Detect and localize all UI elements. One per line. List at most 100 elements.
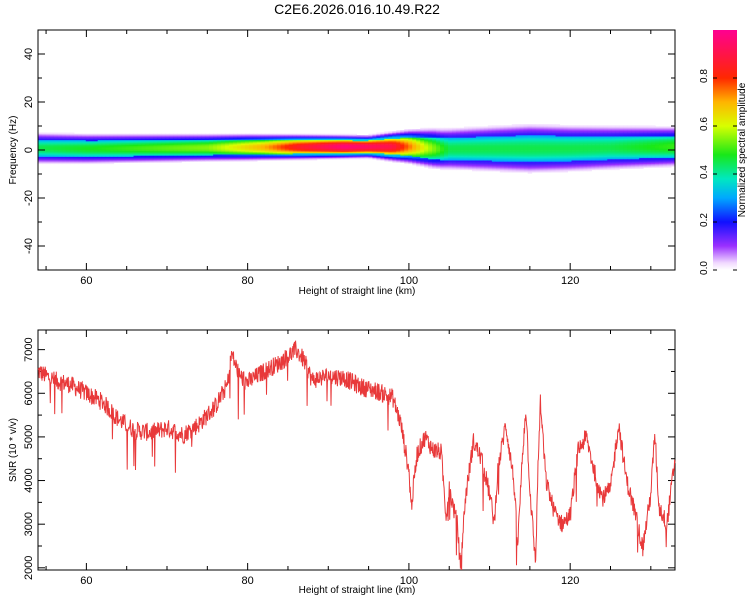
heatmap-cell [53, 138, 59, 141]
heatmap-cell [149, 144, 154, 147]
heatmap-cell [651, 147, 656, 149]
heatmap-cell [631, 139, 636, 142]
heatmap-cell [360, 138, 365, 141]
heatmap-cell [607, 138, 612, 141]
heatmap-cell [65, 147, 71, 149]
heatmap-cell [575, 155, 580, 157]
heatmap-cell [567, 142, 572, 144]
heatmap-cell [105, 143, 111, 145]
heatmap-cell [177, 142, 182, 144]
heatmap-cell [264, 145, 270, 148]
heatmap-cell [45, 132, 51, 135]
heatmap-cell [276, 150, 282, 153]
heatmap-cell [141, 145, 146, 148]
heatmap-cell [97, 135, 103, 137]
heatmap-cell [659, 155, 664, 157]
heatmap-cell [296, 145, 302, 148]
heatmap-cell [579, 126, 584, 129]
heatmap-cell [388, 138, 393, 141]
heatmap-cell [61, 147, 67, 149]
heatmap-cell [511, 159, 517, 161]
heatmap-cell [635, 129, 640, 131]
heatmap-cell [268, 141, 274, 143]
heatmap-cell [499, 129, 505, 131]
heatmap-cell [252, 139, 258, 142]
heatmap-cell [300, 153, 306, 155]
heatmap-cell [416, 138, 421, 141]
heatmap-cell [452, 131, 457, 133]
heatmap-cell [109, 156, 115, 159]
heatmap-cell [507, 139, 513, 142]
heatmap-cell [507, 161, 513, 163]
heatmap-cell [57, 147, 63, 149]
heatmap-cell [201, 157, 206, 160]
heatmap-cell [479, 135, 485, 137]
heatmap-cell [575, 126, 580, 129]
heatmap-cell [404, 159, 409, 161]
heatmap-cell [45, 160, 51, 162]
heatmap-cell [511, 163, 517, 166]
heatmap-cell [65, 160, 71, 162]
heatmap-cell [376, 136, 381, 138]
heatmap-cell [424, 144, 429, 147]
heatmap-cell [97, 144, 103, 147]
heatmap-cell [81, 157, 87, 160]
heatmap-cell [221, 157, 226, 160]
heatmap-cell [424, 154, 429, 156]
heatmap-cell [523, 168, 529, 171]
heatmap-cell [555, 142, 561, 144]
heatmap-cell [380, 141, 385, 143]
heatmap-cell [551, 133, 557, 136]
heatmap-cell [376, 156, 381, 159]
heatmap-cell [416, 163, 421, 166]
heatmap-cell [213, 149, 218, 151]
heatmap-cell [539, 165, 545, 167]
heatmap-cell [316, 155, 322, 157]
heatmap-cell [432, 157, 437, 160]
heatmap-cell [444, 130, 449, 132]
heatmap-cell [364, 138, 369, 141]
heatmap-cell [81, 143, 87, 145]
heatmap-cell [460, 153, 465, 155]
heatmap-cell [133, 148, 139, 150]
heatmap-cell [499, 132, 505, 135]
heatmap-cell [643, 137, 648, 139]
heatmap-cell [89, 155, 95, 157]
heatmap-cell [511, 149, 517, 151]
heatmap-cell [129, 159, 135, 161]
heatmap-cell [161, 155, 166, 157]
heatmap-cell [456, 150, 461, 153]
heatmap-cell [619, 143, 624, 145]
heatmap-cell [109, 145, 115, 148]
heatmap-cell [460, 157, 465, 160]
heatmap-cell [531, 131, 537, 133]
heatmap-cell [647, 166, 652, 168]
heatmap-cell [416, 151, 421, 154]
heatmap-cell [101, 160, 107, 162]
heatmap-cell [392, 132, 397, 135]
heatmap-cell [229, 133, 234, 136]
heatmap-cell [444, 155, 449, 157]
heatmap-cell [519, 149, 525, 151]
heatmap-cell [527, 165, 533, 167]
heatmap-cell [559, 143, 565, 145]
heatmap-cell [479, 133, 485, 136]
heatmap-cell [308, 148, 314, 150]
heatmap-cell [121, 154, 127, 156]
heatmap-cell [571, 165, 576, 167]
heatmap-cell [603, 157, 608, 160]
heatmap-cell [73, 143, 79, 145]
heatmap-cell [264, 157, 270, 160]
heatmap-cell [471, 141, 477, 143]
heatmap-cell [193, 150, 198, 153]
heatmap-cell [400, 142, 405, 144]
heatmap-cell [408, 139, 413, 142]
heatmap-cell [527, 168, 533, 171]
heatmap-cell [304, 143, 310, 145]
heatmap-cell [237, 142, 242, 144]
heatmap-cell [440, 145, 445, 148]
heatmap-cell [647, 133, 652, 136]
heatmap-cell [209, 138, 214, 141]
heatmap-cell [360, 150, 365, 153]
heatmap-cell [483, 168, 489, 171]
